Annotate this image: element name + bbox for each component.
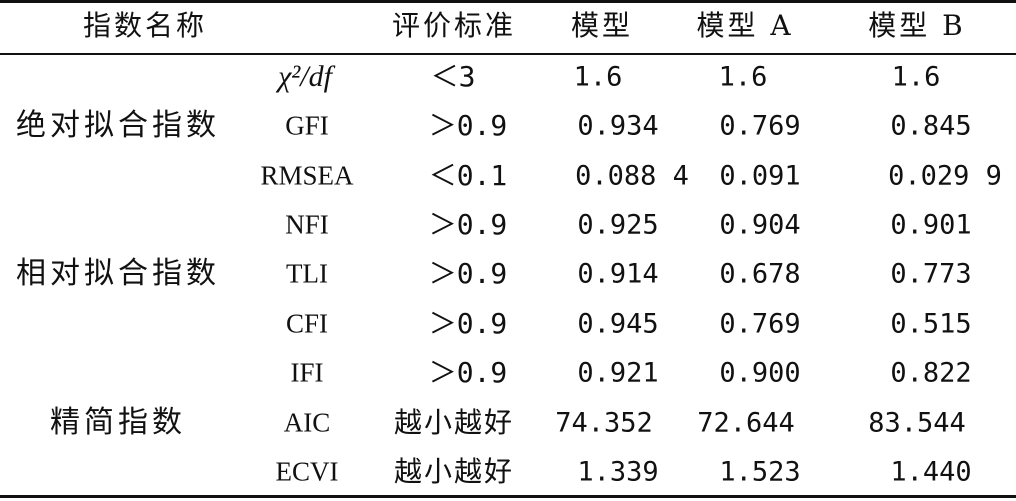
model-b-value: 0.029 9 — [888, 163, 1002, 190]
model-value: 1.339 — [577, 459, 658, 486]
model-b-value: 0.773 — [890, 261, 971, 288]
model-value: 0.914 — [577, 261, 658, 288]
header-criterion: 评价标准 — [392, 12, 516, 40]
criterion-value: ＞0.9 — [429, 310, 508, 338]
model-a-value: 0.769 — [719, 311, 800, 338]
model-a-value: 72.644 — [697, 410, 795, 437]
header-model: 模型 — [571, 12, 633, 40]
model-a-value: 0.091 — [719, 163, 800, 190]
index-name: NFI — [285, 212, 329, 239]
model-value: 0.921 — [577, 360, 658, 387]
index-name: AIC — [284, 410, 331, 437]
model-value: 74.352 — [555, 410, 653, 437]
model-a-value: 0.678 — [719, 261, 800, 288]
header-model-a: 模型 A — [696, 12, 793, 40]
top-rule — [0, 0, 1016, 3]
model-b-value: 83.544 — [868, 410, 966, 437]
model-value: 0.945 — [577, 311, 658, 338]
header-rule — [0, 53, 1016, 55]
index-name: CFI — [286, 311, 328, 338]
criterion-value: ＞0.9 — [429, 260, 508, 288]
criterion-value: ＜0.1 — [429, 162, 508, 190]
model-value: 1.6 — [574, 64, 623, 91]
criterion-value: ＞0.9 — [429, 112, 508, 140]
model-a-value: 0.769 — [719, 113, 800, 140]
criterion-value: 越小越好 — [394, 458, 514, 486]
model-a-value: 0.900 — [719, 360, 800, 387]
index-name: ECVI — [276, 459, 339, 486]
index-name: TLI — [286, 261, 328, 288]
model-b-value: 0.901 — [890, 212, 971, 239]
group-absolute-fit: 绝对拟合指数 — [16, 111, 220, 141]
criterion-value: 越小越好 — [394, 409, 514, 437]
model-b-value: 0.515 — [890, 311, 971, 338]
model-value: 0.934 — [577, 113, 658, 140]
model-value: 0.925 — [577, 212, 658, 239]
model-value: 0.088 4 — [575, 163, 689, 190]
criterion-value: ＜3 — [431, 63, 476, 91]
model-b-value: 0.845 — [890, 113, 971, 140]
bottom-rule — [0, 495, 1016, 498]
criterion-value: ＞0.9 — [429, 211, 508, 239]
index-name: RMSEA — [260, 163, 353, 190]
model-a-value: 1.523 — [719, 459, 800, 486]
header-index-name: 指数名称 — [83, 12, 207, 40]
group-relative-fit: 相对拟合指数 — [16, 259, 220, 289]
model-b-value: 0.822 — [890, 360, 971, 387]
model-b-value: 1.440 — [890, 459, 971, 486]
group-parsimony: 精简指数 — [50, 408, 186, 438]
index-name: GFI — [285, 113, 329, 140]
model-b-value: 1.6 — [892, 64, 941, 91]
header-model-b: 模型 B — [868, 12, 965, 40]
index-name: IFI — [291, 360, 324, 387]
criterion-value: ＞0.9 — [429, 359, 508, 387]
index-name: χ²/df — [278, 62, 332, 92]
model-a-value: 0.904 — [719, 212, 800, 239]
model-a-value: 1.6 — [719, 64, 768, 91]
